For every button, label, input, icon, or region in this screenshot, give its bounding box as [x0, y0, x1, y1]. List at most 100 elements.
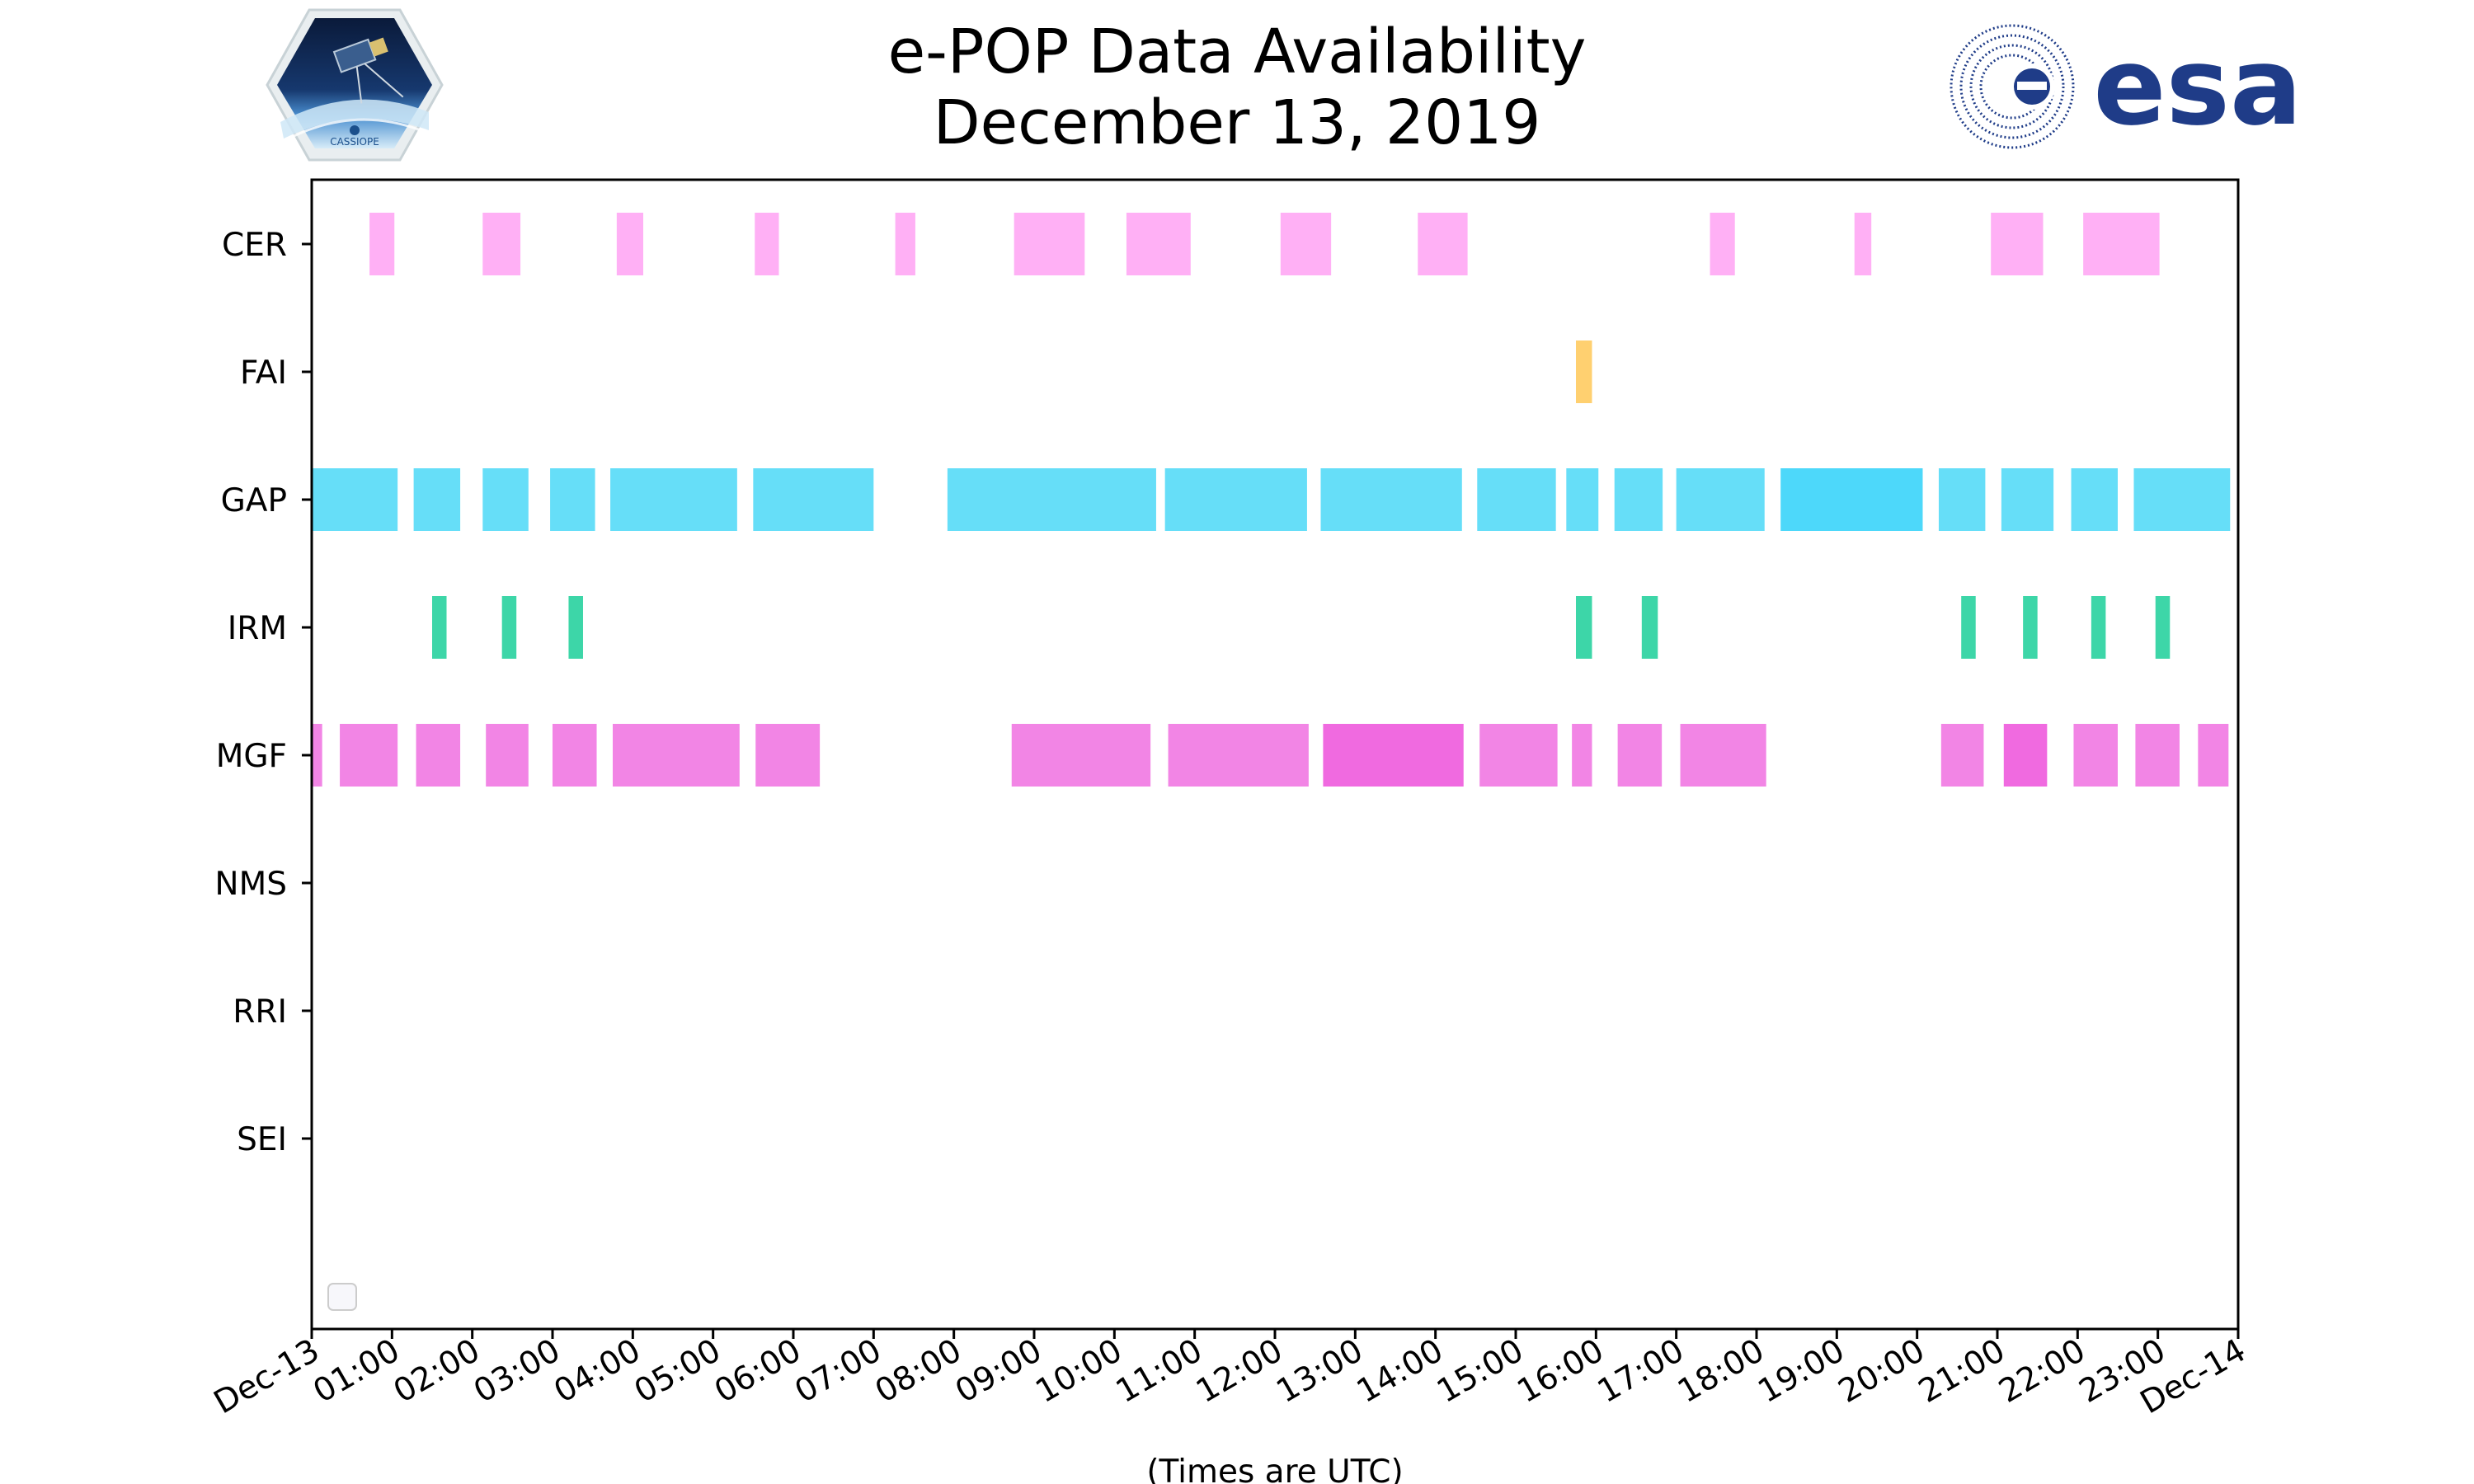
x-tick-label: 05:00: [628, 1332, 727, 1411]
y-tick-label-fai: FAI: [240, 355, 287, 392]
bar-irm: [2023, 596, 2038, 659]
x-tick-label: 17:00: [1592, 1332, 1691, 1411]
bar-cer: [1014, 213, 1085, 275]
bar-gap: [1164, 468, 1307, 531]
bar-gap: [1566, 468, 1599, 531]
y-tick-label-rri: RRI: [233, 993, 287, 1031]
bar-gap: [550, 468, 595, 531]
bar-cer: [755, 213, 779, 275]
bar-cer: [1991, 213, 2044, 275]
bar-mgf: [553, 724, 597, 787]
cassiope-logo: CASSIOPE: [266, 8, 444, 162]
bar-mgf: [2003, 724, 2048, 787]
bar-mgf: [2198, 724, 2229, 787]
chart-title-line-1: e-POP Data Availability: [887, 16, 1587, 87]
bar-mgf: [1011, 724, 1151, 787]
x-tick-label: 06:00: [708, 1332, 807, 1411]
bar-gap: [2071, 468, 2118, 531]
bar-gap: [1614, 468, 1663, 531]
bar-fai: [1576, 340, 1592, 403]
y-tick-label-nms: NMS: [214, 866, 287, 903]
bar-cer: [1710, 213, 1735, 275]
bar-gap: [1780, 468, 1923, 531]
bar-cer: [1418, 213, 1468, 275]
bar-cer: [482, 213, 521, 275]
x-tick-label: 10:00: [1029, 1332, 1128, 1411]
x-tick-label: 11:00: [1110, 1332, 1209, 1411]
y-tick-label-cer: CER: [222, 227, 287, 264]
bar-cer: [2083, 213, 2160, 275]
x-axis-label: (Times are UTC): [1146, 1453, 1403, 1484]
x-tick-label: 18:00: [1672, 1332, 1771, 1411]
bar-cer: [895, 213, 915, 275]
bar-cer: [369, 213, 395, 275]
y-tick-label-irm: IRM: [228, 610, 287, 647]
bar-cer: [616, 213, 643, 275]
x-tick-label: 13:00: [1270, 1332, 1369, 1411]
x-tick-label: 14:00: [1351, 1332, 1450, 1411]
bar-irm: [568, 596, 583, 659]
x-tick-label: 07:00: [788, 1332, 887, 1411]
bar-gap: [1320, 468, 1462, 531]
bar-mgf: [1617, 724, 1663, 787]
y-tick-label-sei: SEI: [237, 1121, 287, 1158]
bar-gap: [947, 468, 1156, 531]
bar-mgf: [755, 724, 821, 787]
bar-mgf: [2135, 724, 2180, 787]
bar-irm: [1961, 596, 1976, 659]
x-tick-label: 12:00: [1190, 1332, 1289, 1411]
bar-gap: [413, 468, 461, 531]
bar-gap: [753, 468, 874, 531]
x-tick-label: 01:00: [307, 1332, 406, 1411]
bar-cer: [1280, 213, 1332, 275]
bar-gap: [1938, 468, 1986, 531]
bar-mgf: [1323, 724, 1464, 787]
x-tick-label: 19:00: [1752, 1332, 1851, 1411]
bar-irm: [501, 596, 517, 659]
bar-irm: [2091, 596, 2106, 659]
x-tick-label: 04:00: [548, 1332, 647, 1411]
x-tick-label: 15:00: [1431, 1332, 1530, 1411]
bar-gap: [610, 468, 737, 531]
x-tick-label: 03:00: [468, 1332, 567, 1411]
x-axis: Dec-1301:0002:0003:0004:0005:0006:0007:0…: [208, 1329, 2252, 1421]
bar-mgf: [1479, 724, 1558, 787]
x-tick-label: 22:00: [1992, 1332, 2091, 1411]
esa-logo-text: esa: [2093, 24, 2302, 149]
bar-irm: [1576, 596, 1592, 659]
bar-mgf: [312, 724, 322, 787]
bar-gap: [2001, 468, 2054, 531]
bar-cer: [1126, 213, 1191, 275]
y-tick-label-gap: GAP: [221, 482, 287, 519]
bar-gap: [312, 468, 398, 531]
bar-mgf: [1680, 724, 1766, 787]
bar-irm: [1641, 596, 1658, 659]
x-tick-label: 08:00: [869, 1332, 968, 1411]
chart-title-line-2: December 13, 2019: [933, 87, 1541, 158]
chart-title: e-POP Data Availability December 13, 201…: [0, 16, 2474, 158]
bar-mgf: [340, 724, 398, 787]
bar-mgf: [1168, 724, 1309, 787]
bar-irm: [432, 596, 447, 659]
bar-mgf: [613, 724, 740, 787]
bar-gap: [482, 468, 529, 531]
bar-mgf: [486, 724, 529, 787]
y-tick-label-mgf: MGF: [216, 738, 287, 775]
bar-irm: [2155, 596, 2171, 659]
bar-gap: [1477, 468, 1556, 531]
legend-box: [327, 1283, 357, 1311]
bars-layer: [312, 213, 2231, 787]
x-tick-label: 09:00: [949, 1332, 1048, 1411]
y-axis: CER FAI GAP IRM MGF NMS RRI SEI: [214, 227, 312, 1158]
bar-gap: [2133, 468, 2231, 531]
x-tick-label: Dec-13: [208, 1332, 326, 1422]
bar-mgf: [1940, 724, 1984, 787]
bar-mgf: [1572, 724, 1592, 787]
cassiope-logo-text: CASSIOPE: [330, 136, 379, 148]
bar-gap: [1676, 468, 1765, 531]
x-tick-label: 02:00: [388, 1332, 487, 1411]
bar-cer: [1854, 213, 1872, 275]
x-tick-label: 21:00: [1912, 1332, 2011, 1411]
x-tick-label: 16:00: [1511, 1332, 1610, 1411]
